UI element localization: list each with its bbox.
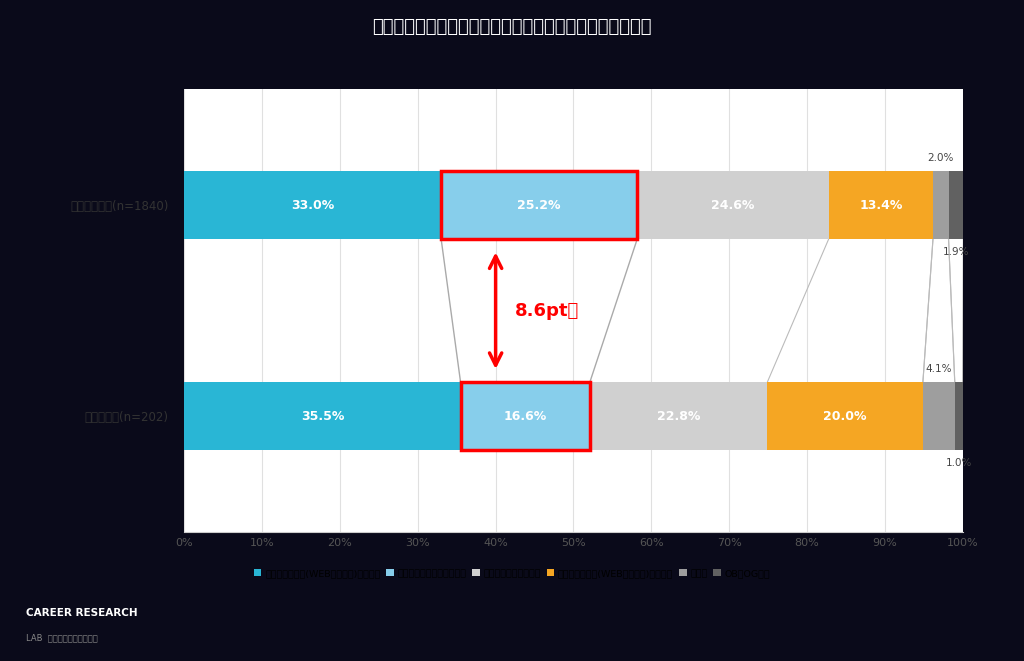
Text: 24.6%: 24.6% [712,199,755,212]
Text: 33.0%: 33.0% [291,199,335,212]
Text: CAREER RESEARCH: CAREER RESEARCH [26,608,137,619]
Bar [637,171,828,239]
Bar [923,382,954,450]
Text: LAB  キャリアリサーチラボ: LAB キャリアリサーチラボ [26,633,97,642]
Bar [461,382,590,450]
Text: 22.8%: 22.8% [656,410,700,422]
Bar [441,171,637,239]
Bar [767,382,923,450]
Text: 1.0%: 1.0% [945,458,972,468]
Text: 20.0%: 20.0% [823,410,866,422]
Text: 13.4%: 13.4% [859,199,902,212]
Bar [954,382,963,450]
Text: 16.6%: 16.6% [504,410,547,422]
Bar [184,171,441,239]
Text: 4.1%: 4.1% [926,364,952,374]
Bar [461,382,590,450]
Legend: 合同企業説明会(WEB開催含む)への参加, インターンシップへの参加, 就活イベントへの参加, 個別企業説明会(WEB開催含む)への参加, その他, OB・OG: 合同企業説明会(WEB開催含む)への参加, インターンシップへの参加, 就活イベ… [254,569,770,578]
Bar [933,171,948,239]
Text: 25.2%: 25.2% [517,199,561,212]
Bar [441,171,637,239]
Text: 1.9%: 1.9% [943,247,969,257]
Bar [590,382,767,450]
Text: 35.5%: 35.5% [301,410,344,422]
Bar [948,171,964,239]
Bar [828,171,933,239]
Bar [184,382,461,450]
Text: キャリア形成活動・就職活動において最初に実施したこと: キャリア形成活動・就職活動において最初に実施したこと [373,18,651,36]
Text: 8.6pt差: 8.6pt差 [515,301,580,320]
Text: 2.0%: 2.0% [928,153,954,163]
